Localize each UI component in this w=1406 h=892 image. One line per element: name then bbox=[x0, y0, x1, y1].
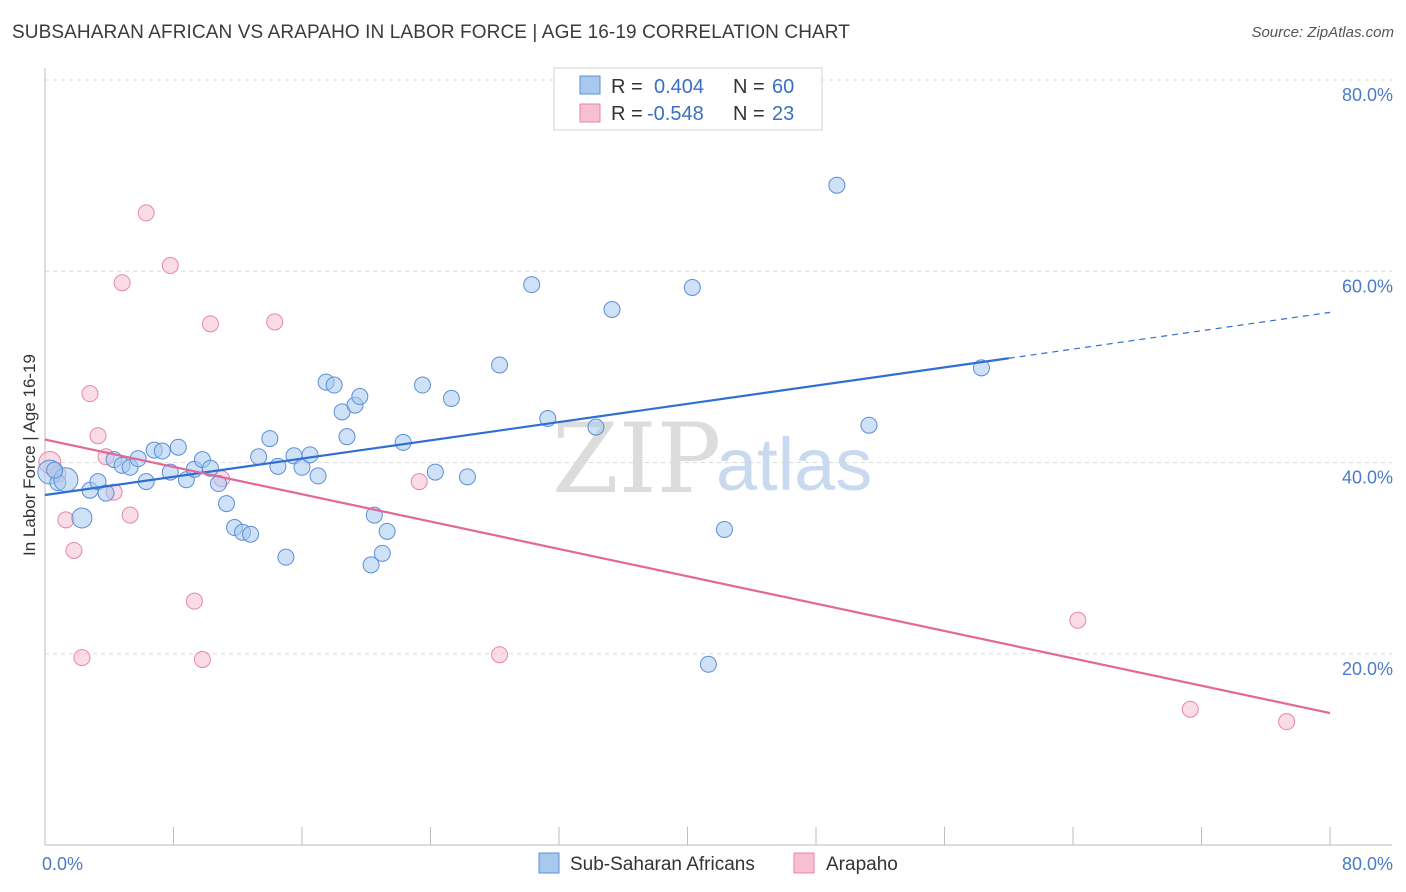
subsaharan-point bbox=[71, 507, 93, 529]
legend-r-value-1: 0.404 bbox=[654, 76, 704, 98]
legend-r-label-2: R = bbox=[611, 103, 643, 125]
y-tick-label-3: 80.0% bbox=[1342, 85, 1393, 105]
arapaho-point bbox=[89, 427, 107, 445]
x-tick-label-0: 0.0% bbox=[42, 854, 83, 874]
bottom-legend-swatch-blue bbox=[538, 852, 560, 874]
legend-box: R = 0.404 N = 60 R = -0.548 N = 23 bbox=[553, 67, 823, 131]
y-tick-label-1: 40.0% bbox=[1342, 468, 1393, 488]
y-axis-label: In Labor Force | Age 16-19 bbox=[20, 354, 39, 556]
arapaho-point bbox=[1181, 700, 1199, 718]
chart-source: Source: ZipAtlas.com bbox=[1251, 24, 1394, 41]
subsaharan-point bbox=[603, 301, 621, 318]
y-tick-label-0: 20.0% bbox=[1342, 659, 1393, 679]
subsaharan-point bbox=[972, 359, 990, 377]
subsaharan-point bbox=[860, 416, 878, 434]
subsaharan-point bbox=[218, 495, 236, 513]
arapaho-point bbox=[410, 473, 428, 491]
subsaharan-trend-line bbox=[44, 357, 1009, 497]
subsaharan-point bbox=[97, 484, 115, 502]
arapaho-point bbox=[137, 204, 155, 222]
subsaharan-point bbox=[169, 438, 187, 456]
subsaharan-point bbox=[351, 388, 369, 406]
arapaho-point bbox=[81, 385, 99, 403]
arapaho-point bbox=[1278, 713, 1296, 731]
arapaho-point bbox=[201, 315, 219, 333]
subsaharan-point bbox=[153, 442, 171, 460]
subsaharan-point bbox=[242, 525, 260, 543]
subsaharan-points bbox=[37, 176, 990, 673]
subsaharan-point bbox=[587, 418, 605, 436]
bottom-legend-label-blue: Sub-Saharan Africans bbox=[570, 854, 755, 875]
bottom-legend: Sub-Saharan Africans Arapaho bbox=[538, 852, 898, 875]
arapaho-point bbox=[266, 313, 284, 331]
subsaharan-point bbox=[426, 463, 444, 481]
subsaharan-point bbox=[46, 461, 64, 479]
arapaho-point bbox=[121, 506, 139, 524]
legend-swatch-pink bbox=[579, 103, 601, 123]
y-tick-label-2: 60.0% bbox=[1342, 276, 1393, 296]
subsaharan-point bbox=[338, 428, 356, 446]
subsaharan-point bbox=[277, 548, 295, 566]
legend-n-label-2: N = bbox=[733, 103, 765, 125]
bottom-legend-label-pink: Arapaho bbox=[826, 854, 898, 875]
subsaharan-point bbox=[309, 467, 327, 485]
legend-n-value-1: 60 bbox=[772, 76, 794, 98]
x-tick-label-1: 80.0% bbox=[1342, 854, 1393, 874]
legend-swatch-blue bbox=[579, 75, 601, 95]
watermark-zip: ZIP bbox=[552, 403, 721, 515]
grid-lines bbox=[45, 79, 1392, 655]
bottom-legend-swatch-pink bbox=[793, 852, 815, 874]
chart-title: SUBSAHARAN AFRICAN VS ARAPAHO IN LABOR F… bbox=[12, 22, 850, 43]
subsaharan-point bbox=[301, 446, 319, 464]
subsaharan-point bbox=[458, 468, 476, 486]
arapaho-point bbox=[193, 650, 211, 668]
subsaharan-point bbox=[683, 279, 701, 297]
subsaharan-point bbox=[828, 176, 846, 194]
arapaho-point bbox=[491, 646, 509, 664]
subsaharan-point bbox=[523, 276, 541, 294]
legend-r-value-2: -0.548 bbox=[647, 103, 704, 125]
arapaho-point bbox=[113, 274, 131, 292]
subsaharan-point bbox=[442, 389, 460, 407]
arapaho-point bbox=[73, 649, 91, 667]
subsaharan-point bbox=[261, 430, 279, 448]
subsaharan-point bbox=[362, 556, 380, 574]
subsaharan-point bbox=[715, 520, 733, 538]
subsaharan-point bbox=[378, 522, 396, 540]
watermark-atlas: atlas bbox=[716, 423, 872, 506]
subsaharan-point bbox=[250, 448, 268, 466]
tick-labels: 20.0% 40.0% 60.0% 80.0% 0.0% 80.0% bbox=[42, 85, 1393, 874]
subsaharan-point bbox=[491, 356, 509, 374]
subsaharan-point bbox=[413, 376, 431, 394]
legend-r-label-1: R = bbox=[611, 76, 643, 98]
arapaho-point bbox=[161, 257, 179, 275]
arapaho-point bbox=[65, 541, 83, 559]
watermark: ZIP atlas bbox=[552, 403, 872, 515]
subsaharan-point bbox=[373, 544, 391, 562]
subsaharan-point bbox=[699, 655, 717, 673]
arapaho-point bbox=[57, 511, 75, 529]
trend-lines bbox=[44, 311, 1331, 715]
arapaho-point bbox=[185, 592, 203, 610]
subsaharan-point bbox=[325, 376, 343, 394]
arapaho-point bbox=[1069, 611, 1087, 629]
subsaharan-trend-extension bbox=[1008, 311, 1331, 359]
arapaho-trend-line bbox=[44, 438, 1331, 715]
legend-n-label-1: N = bbox=[733, 76, 765, 98]
legend-n-value-2: 23 bbox=[772, 103, 794, 125]
